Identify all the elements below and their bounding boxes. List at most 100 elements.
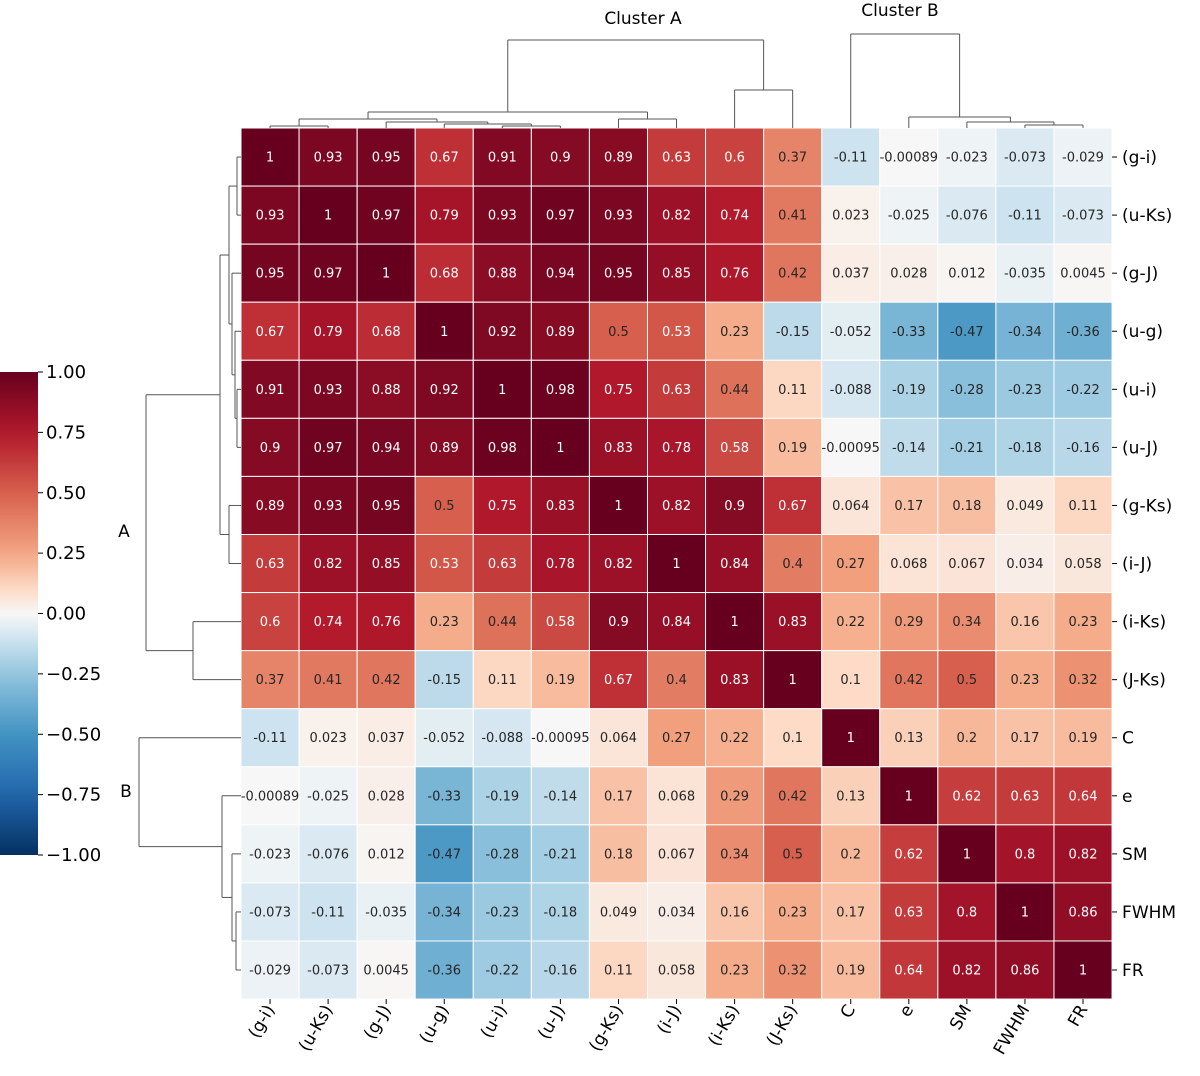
heatmap-cell-label: 0.068 xyxy=(890,557,927,572)
heatmap-cell-label: -0.073 xyxy=(1062,209,1104,224)
heatmap-cell-label: 0.83 xyxy=(546,499,575,514)
heatmap-cell-label: -0.21 xyxy=(950,441,984,456)
heatmap-cell-label: -0.088 xyxy=(830,383,872,398)
heatmap-cell xyxy=(530,417,590,477)
heatmap-cell-label: 0.11 xyxy=(488,673,517,688)
heatmap-cell-label: 0.058 xyxy=(658,964,695,979)
heatmap-cell xyxy=(240,301,300,361)
heatmap-cell-label: -0.11 xyxy=(311,905,345,920)
row-label: (u-J) xyxy=(1122,438,1158,458)
heatmap-cell xyxy=(298,882,358,942)
heatmap-cell-label: 0.17 xyxy=(894,499,923,514)
heatmap-cell-label: 0.42 xyxy=(894,673,923,688)
heatmap-cell xyxy=(356,533,416,594)
column-label: (u-Ks) xyxy=(295,1002,337,1055)
heatmap-cell-label: 1 xyxy=(963,847,971,862)
heatmap-cell-label: 0.028 xyxy=(890,267,927,282)
heatmap-cell-label: 0.67 xyxy=(256,325,285,340)
heatmap-cell-label: 1 xyxy=(905,789,913,804)
heatmap-cell xyxy=(588,650,648,710)
heatmap-cell-label: -0.18 xyxy=(1008,441,1042,456)
heatmap-cell xyxy=(821,940,881,1000)
heatmap-cell-label: -0.00089 xyxy=(880,151,938,166)
heatmap-cell xyxy=(298,301,358,361)
heatmap-cell-label: 0.4 xyxy=(666,673,687,688)
heatmap-cell-label: 0.91 xyxy=(256,383,285,398)
heatmap-cell-label: -0.23 xyxy=(1008,383,1042,398)
heatmap-cell-label: 0.067 xyxy=(948,557,985,572)
heatmap-cell xyxy=(995,533,1055,594)
heatmap-cell-label: 0.8 xyxy=(957,905,978,920)
heatmap-cell-label: 0.8 xyxy=(1015,847,1036,862)
heatmap-cell-label: 0.86 xyxy=(1010,964,1039,979)
heatmap-cell xyxy=(879,127,939,187)
heatmap-cell-label: -0.076 xyxy=(307,847,349,862)
heatmap-cell-label: 0.16 xyxy=(720,905,749,920)
heatmap-cell xyxy=(937,533,997,594)
heatmap-cell-label: 0.037 xyxy=(832,267,869,282)
heatmap-cell-label: 0.32 xyxy=(778,964,807,979)
heatmap-cell xyxy=(995,766,1055,826)
heatmap-cell-label: 0.11 xyxy=(1069,499,1098,514)
heatmap-cell-label: 0.94 xyxy=(372,441,401,456)
heatmap-cell-label: 0.95 xyxy=(372,151,401,166)
heatmap-cell-label: 0.82 xyxy=(662,209,691,224)
heatmap-cell-label: 0.64 xyxy=(1069,789,1098,804)
heatmap-cell xyxy=(1053,185,1113,245)
row-label: (u-Ks) xyxy=(1122,206,1172,226)
heatmap-cell xyxy=(763,940,823,1000)
heatmap-cell-label: 0.63 xyxy=(894,905,923,920)
heatmap-cell xyxy=(937,243,997,303)
heatmap-cell xyxy=(240,882,300,942)
colorbar-tick-label: −0.75 xyxy=(46,785,101,806)
heatmap-cell-label: -0.052 xyxy=(830,325,872,340)
heatmap-cell-label: 0.9 xyxy=(550,151,571,166)
branch-b-label: B xyxy=(120,782,132,802)
heatmap-cell xyxy=(1053,475,1113,535)
heatmap-cell-label: 0.79 xyxy=(314,325,343,340)
heatmap-cell-labels: 1 0.93 0.95 0.67 0.91 0.9 0.89 0.63 0.6 0.37 -0.11… xyxy=(241,151,1106,979)
heatmap-cell xyxy=(763,301,823,361)
heatmap-cell xyxy=(937,417,997,477)
heatmap-cell-label: -0.18 xyxy=(544,905,578,920)
row-label: FWHM xyxy=(1122,903,1176,923)
heatmap-cell-label: 0.037 xyxy=(368,731,405,746)
heatmap-cell-label: -0.22 xyxy=(485,964,519,979)
heatmap-cell xyxy=(530,475,590,535)
heatmap-cell-label: 0.93 xyxy=(314,151,343,166)
heatmap-cell xyxy=(356,766,416,826)
heatmap-cell-label: 0.18 xyxy=(952,499,981,514)
heatmap-cell-label: -0.34 xyxy=(1008,325,1042,340)
heatmap-cell-label: 0.058 xyxy=(1064,557,1101,572)
heatmap-cell xyxy=(646,533,707,594)
heatmap-cell-label: -0.035 xyxy=(365,905,407,920)
heatmap-cell-label: -0.47 xyxy=(427,847,461,862)
heatmap-cell-label: 0.049 xyxy=(1006,499,1043,514)
heatmap-cell-label: 0.23 xyxy=(1069,615,1098,630)
column-label: FR xyxy=(1064,1001,1092,1030)
heatmap-cell xyxy=(705,882,765,942)
heatmap-cell-label: 0.97 xyxy=(314,441,343,456)
heatmap-cell-label: 0.58 xyxy=(720,441,749,456)
heatmap-cell xyxy=(240,592,300,652)
heatmap-cell xyxy=(705,940,765,1000)
heatmap-cell xyxy=(879,882,939,942)
heatmap-cell-label: 0.98 xyxy=(488,441,517,456)
colorbar-tick-label: −1.00 xyxy=(46,845,101,866)
heatmap-cell xyxy=(356,650,416,710)
heatmap-cell-label: 1 xyxy=(498,383,506,398)
column-label: (J-Ks) xyxy=(763,1002,802,1050)
heatmap-cell xyxy=(821,592,881,652)
heatmap-cell xyxy=(298,185,358,245)
heatmap-cell xyxy=(240,359,300,419)
heatmap-cell xyxy=(995,417,1055,477)
heatmap-cell-label: -0.15 xyxy=(776,325,810,340)
heatmap-cell xyxy=(298,592,358,652)
heatmap-cell xyxy=(530,185,590,245)
heatmap-cell-label: 0.93 xyxy=(314,383,343,398)
heatmap-cell xyxy=(298,824,358,884)
heatmap-cell xyxy=(705,824,765,884)
heatmap-cell xyxy=(937,185,997,245)
heatmap-cell xyxy=(530,301,590,361)
